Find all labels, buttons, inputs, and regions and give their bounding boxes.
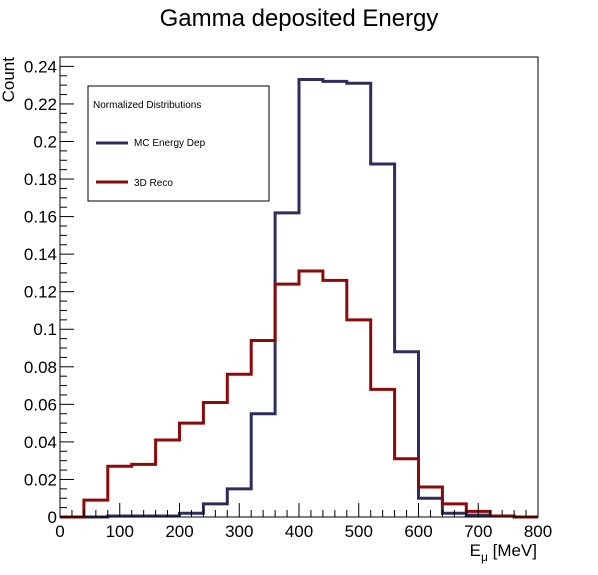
y-tick-label: 0.24 — [24, 57, 57, 76]
series-3d-reco — [60, 269, 538, 519]
y-tick-label: 0.06 — [24, 395, 57, 414]
x-tick-label: 800 — [524, 522, 552, 541]
legend-label-3d-reco: 3D Reco — [134, 178, 173, 189]
y-tick-label: 0.2 — [33, 132, 57, 151]
y-tick-label: 0.12 — [24, 283, 57, 302]
x-tick-label: 100 — [106, 522, 134, 541]
x-axis-label-unit: [MeV] — [488, 541, 537, 560]
x-tick-label: 400 — [285, 522, 313, 541]
y-tick-label: 0 — [48, 508, 57, 527]
x-tick-label: 200 — [165, 522, 193, 541]
y-axis-label: Count — [0, 57, 18, 103]
y-tick-label: 0.16 — [24, 208, 57, 227]
y-tick-label: 0.1 — [33, 320, 57, 339]
x-tick-label: 300 — [225, 522, 253, 541]
x-axis-label-subscript: μ — [481, 550, 488, 564]
legend-label-mc-energy-dep: MC Energy Dep — [134, 138, 206, 149]
x-axis-label: Eμ [MeV] — [470, 541, 537, 564]
y-tick-label: 0.08 — [24, 358, 57, 377]
x-tick-label: 700 — [464, 522, 492, 541]
y-tick-label: 0.14 — [24, 245, 57, 264]
x-axis-label-base: E — [470, 541, 481, 560]
y-tick-label: 0.02 — [24, 470, 57, 489]
legend: Normalized Distributions MC Energy Dep 3… — [87, 85, 270, 202]
x-tick-label: 0 — [55, 522, 64, 541]
y-tick-label: 0.22 — [24, 95, 57, 114]
y-tick-label: 0.18 — [24, 170, 57, 189]
x-tick-label: 600 — [404, 522, 432, 541]
y-tick-label: 0.04 — [24, 433, 57, 452]
legend-header: Normalized Distributions — [93, 100, 201, 111]
chart-title: Gamma deposited Energy — [160, 5, 439, 32]
axes-layer: 0 100 200 300 400 500 600 700 800 0 0.02 0.04 0.06 0.… — [24, 56, 552, 541]
x-tick-label: 500 — [345, 522, 373, 541]
